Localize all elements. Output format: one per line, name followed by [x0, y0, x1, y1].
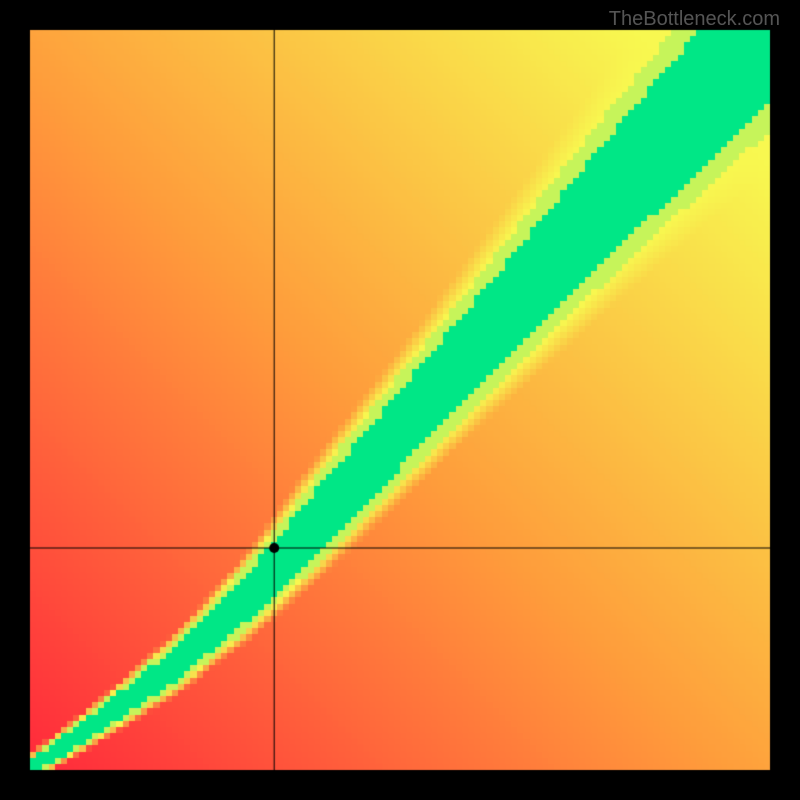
heatmap-canvas	[0, 0, 800, 800]
chart-container: TheBottleneck.com	[0, 0, 800, 800]
watermark-text: TheBottleneck.com	[609, 8, 780, 31]
